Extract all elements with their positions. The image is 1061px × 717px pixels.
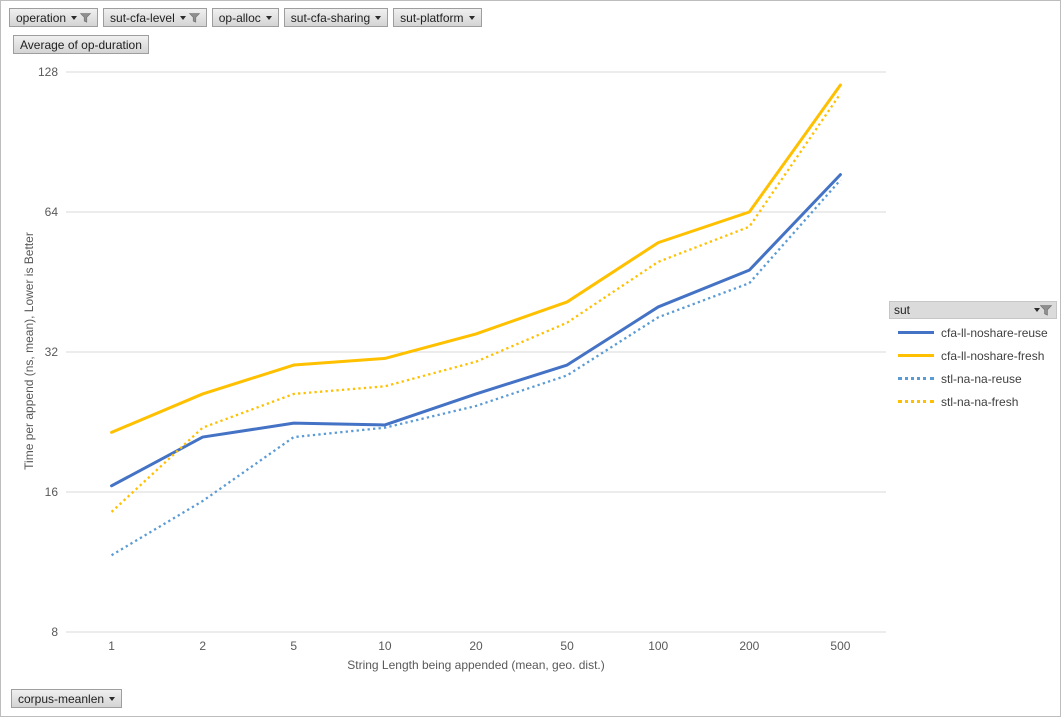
filter-button-row: operation sut-cfa-level op-alloc sut-cfa…	[9, 8, 482, 27]
series-line-stl-na-na-fresh	[110, 92, 842, 513]
filter-button-label: sut-cfa-level	[110, 10, 175, 25]
x-tick-label: 100	[648, 639, 668, 653]
legend-item[interactable]: cfa-ll-noshare-fresh	[898, 344, 1048, 367]
legend-item[interactable]: stl-na-na-fresh	[898, 390, 1048, 413]
x-tick-label: 1	[108, 639, 115, 653]
x-tick-label: 2	[199, 639, 206, 653]
chevron-down-icon	[375, 15, 382, 20]
x-tick-label: 200	[739, 639, 759, 653]
values-field-label: Average of op-duration	[20, 37, 142, 52]
filter-funnel-icon	[80, 12, 92, 23]
legend-item-label: cfa-ll-noshare-reuse	[941, 325, 1048, 340]
axis-field-label: corpus-meanlen	[18, 691, 105, 706]
chevron-down-icon	[71, 15, 78, 20]
legend-item-label: cfa-ll-noshare-fresh	[941, 348, 1045, 363]
x-tick-label: 50	[560, 639, 574, 653]
filter-button-sut-cfa-level[interactable]: sut-cfa-level	[103, 8, 207, 27]
x-tick-label: 20	[469, 639, 483, 653]
y-tick-label: 64	[45, 205, 59, 219]
filter-button-label: sut-platform	[400, 10, 464, 25]
legend-line-sample	[898, 354, 934, 357]
filter-button-op-alloc[interactable]: op-alloc	[211, 8, 279, 27]
legend-line-sample	[898, 377, 934, 380]
filter-funnel-icon	[1040, 304, 1052, 316]
chevron-down-icon	[179, 15, 186, 20]
legend-item-label: stl-na-na-reuse	[941, 371, 1022, 386]
legend-line-sample	[898, 400, 934, 403]
filter-funnel-icon	[188, 12, 200, 23]
chevron-down-icon	[1034, 308, 1040, 312]
values-field-button[interactable]: Average of op-duration	[13, 35, 149, 54]
chevron-down-icon	[265, 15, 272, 20]
legend-item[interactable]: stl-na-na-reuse	[898, 367, 1048, 390]
y-axis-title: Time per append (ns, mean), Lower is Bet…	[22, 232, 36, 470]
x-tick-label: 5	[290, 639, 297, 653]
x-tick-label: 500	[830, 639, 850, 653]
filter-button-label: sut-cfa-sharing	[290, 10, 371, 25]
filter-button-label: op-alloc	[218, 10, 261, 25]
series-line-cfa-ll-noshare-fresh	[110, 83, 842, 434]
legend-item[interactable]: cfa-ll-noshare-reuse	[898, 321, 1048, 344]
y-tick-label: 128	[38, 65, 58, 79]
chart-legend: cfa-ll-noshare-reuse cfa-ll-noshare-fres…	[898, 321, 1048, 413]
chevron-down-icon	[468, 15, 475, 20]
axis-field-button-corpus-meanlen[interactable]: corpus-meanlen	[11, 689, 123, 708]
filter-button-operation[interactable]: operation	[9, 8, 99, 27]
x-tick-label: 10	[378, 639, 392, 653]
series-line-stl-na-na-reuse	[110, 179, 842, 557]
legend-field-button[interactable]: sut	[889, 301, 1057, 319]
filter-button-sut-platform[interactable]: sut-platform	[393, 8, 482, 27]
y-tick-label: 8	[51, 625, 58, 639]
series-line-cfa-ll-noshare-reuse	[110, 173, 842, 488]
legend-field-label: sut	[894, 303, 911, 317]
chevron-down-icon	[109, 696, 116, 701]
x-axis-title: String Length being appended (mean, geo.…	[347, 658, 605, 672]
y-tick-label: 16	[45, 485, 59, 499]
filter-button-label: operation	[16, 10, 67, 25]
filter-button-sut-cfa-sharing[interactable]: sut-cfa-sharing	[283, 8, 389, 27]
legend-item-label: stl-na-na-fresh	[941, 394, 1019, 409]
legend-line-sample	[898, 331, 934, 334]
y-tick-label: 32	[45, 345, 59, 359]
